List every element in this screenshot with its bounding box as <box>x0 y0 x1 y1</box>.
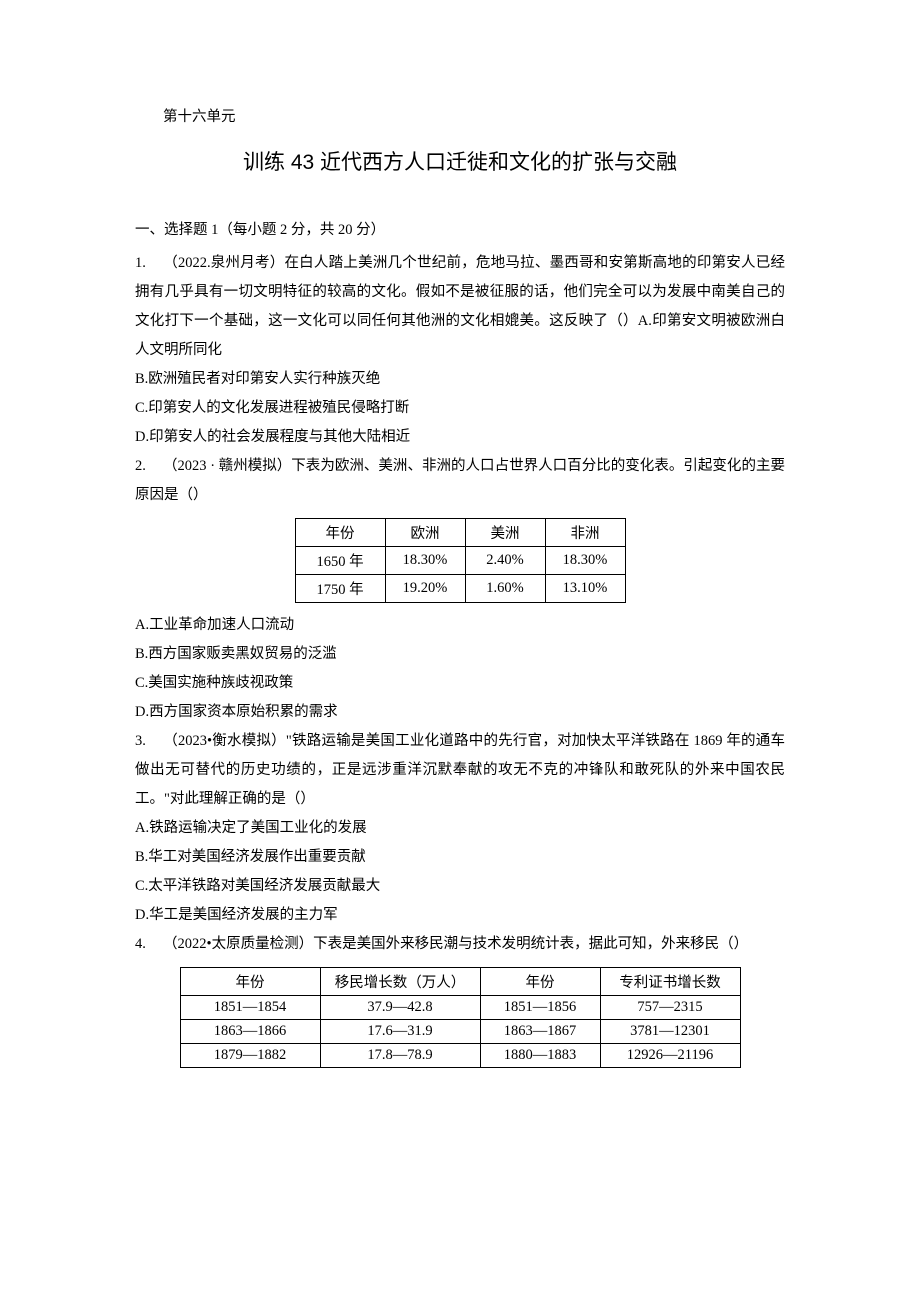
q2-body: （2023 · 赣州模拟）下表为欧洲、美洲、非洲的人口占世界人口百分比的变化表。… <box>135 458 785 503</box>
q4-body: （2022•太原质量检测）下表是美国外来移民潮与技术发明统计表，据此可知，外来移… <box>163 936 748 952</box>
table-row: 1750 年 19.20% 1.60% 13.10% <box>295 575 625 603</box>
page-title: 训练 43 近代西方人口迁徙和文化的扩张与交融 <box>135 146 785 176</box>
q1-body: （2022.泉州月考）在白人踏上美洲几个世纪前，危地马拉、墨西哥和安第斯高地的印… <box>135 255 785 358</box>
q2-c-0-2: 2.40% <box>465 547 545 575</box>
table-row: 1863—1866 17.6—31.9 1863—1867 3781—12301 <box>180 1020 740 1044</box>
q2-c-0-3: 18.30% <box>545 547 625 575</box>
q4-c-0-1: 37.9—42.8 <box>320 996 480 1020</box>
q3-text: 3.（2023•衡水模拟）"铁路运输是美国工业化道路中的先行官，对加快太平洋铁路… <box>135 727 785 814</box>
q2-table-wrap: 年份 欧洲 美洲 非洲 1650 年 18.30% 2.40% 18.30% 1… <box>135 518 785 603</box>
table-row: 1851—1854 37.9—42.8 1851—1856 757—2315 <box>180 996 740 1020</box>
q2-option-a: A.工业革命加速人口流动 <box>135 611 785 640</box>
section1-header: 一、选择题 1（每小题 2 分，共 20 分） <box>135 218 785 239</box>
table-row: 1650 年 18.30% 2.40% 18.30% <box>295 547 625 575</box>
q3-option-d: D.华工是美国经济发展的主力军 <box>135 901 785 930</box>
q2-c-0-1: 18.30% <box>385 547 465 575</box>
q4-table-wrap: 年份 移民增长数（万人） 年份 专利证书增长数 1851—1854 37.9—4… <box>135 967 785 1068</box>
q4-c-2-2: 1880—1883 <box>480 1044 600 1068</box>
q1-option-c: C.印第安人的文化发展进程被殖民侵略打断 <box>135 394 785 423</box>
q4-num: 4. <box>135 930 163 959</box>
q4-c-0-3: 757—2315 <box>600 996 740 1020</box>
q4-c-1-0: 1863—1866 <box>180 1020 320 1044</box>
q2-th-0: 年份 <box>295 519 385 547</box>
q2-text: 2.（2023 · 赣州模拟）下表为欧洲、美洲、非洲的人口占世界人口百分比的变化… <box>135 452 785 510</box>
q4-c-0-0: 1851—1854 <box>180 996 320 1020</box>
q2-option-b: B.西方国家贩卖黑奴贸易的泛滥 <box>135 640 785 669</box>
q2-c-0-0: 1650 年 <box>295 547 385 575</box>
q4-table: 年份 移民增长数（万人） 年份 专利证书增长数 1851—1854 37.9—4… <box>180 967 741 1068</box>
q4-th-1: 移民增长数（万人） <box>320 968 480 996</box>
q2-c-1-0: 1750 年 <box>295 575 385 603</box>
q4-c-0-2: 1851—1856 <box>480 996 600 1020</box>
q2-c-1-1: 19.20% <box>385 575 465 603</box>
q1-option-b: B.欧洲殖民者对印第安人实行种族灭绝 <box>135 365 785 394</box>
q4-th-2: 年份 <box>480 968 600 996</box>
q2-th-2: 美洲 <box>465 519 545 547</box>
q4-th-0: 年份 <box>180 968 320 996</box>
table-row: 1879—1882 17.8—78.9 1880—1883 12926—2119… <box>180 1044 740 1068</box>
unit-label: 第十六单元 <box>135 105 785 126</box>
q3-option-b: B.华工对美国经济发展作出重要贡献 <box>135 843 785 872</box>
q3-option-a: A.铁路运输决定了美国工业化的发展 <box>135 814 785 843</box>
q3-num: 3. <box>135 727 163 756</box>
q4-c-1-2: 1863—1867 <box>480 1020 600 1044</box>
q4-c-2-0: 1879—1882 <box>180 1044 320 1068</box>
q2-option-d: D.西方国家资本原始积累的需求 <box>135 698 785 727</box>
q3-body: （2023•衡水模拟）"铁路运输是美国工业化道路中的先行官，对加快太平洋铁路在 … <box>135 733 785 807</box>
q4-c-2-3: 12926—21196 <box>600 1044 740 1068</box>
q4-c-1-3: 3781—12301 <box>600 1020 740 1044</box>
q4-c-1-1: 17.6—31.9 <box>320 1020 480 1044</box>
q1-option-d: D.印第安人的社会发展程度与其他大陆相近 <box>135 423 785 452</box>
q1-num: 1. <box>135 249 163 278</box>
q2-option-c: C.美国实施种族歧视政策 <box>135 669 785 698</box>
q1-text: 1.（2022.泉州月考）在白人踏上美洲几个世纪前，危地马拉、墨西哥和安第斯高地… <box>135 249 785 365</box>
q2-th-3: 非洲 <box>545 519 625 547</box>
table-row: 年份 移民增长数（万人） 年份 专利证书增长数 <box>180 968 740 996</box>
table-row: 年份 欧洲 美洲 非洲 <box>295 519 625 547</box>
q2-table: 年份 欧洲 美洲 非洲 1650 年 18.30% 2.40% 18.30% 1… <box>295 518 626 603</box>
q4-c-2-1: 17.8—78.9 <box>320 1044 480 1068</box>
q2-num: 2. <box>135 452 163 481</box>
q2-c-1-2: 1.60% <box>465 575 545 603</box>
q4-th-3: 专利证书增长数 <box>600 968 740 996</box>
q3-option-c: C.太平洋铁路对美国经济发展贡献最大 <box>135 872 785 901</box>
q2-th-1: 欧洲 <box>385 519 465 547</box>
q4-text: 4.（2022•太原质量检测）下表是美国外来移民潮与技术发明统计表，据此可知，外… <box>135 930 785 959</box>
q2-c-1-3: 13.10% <box>545 575 625 603</box>
